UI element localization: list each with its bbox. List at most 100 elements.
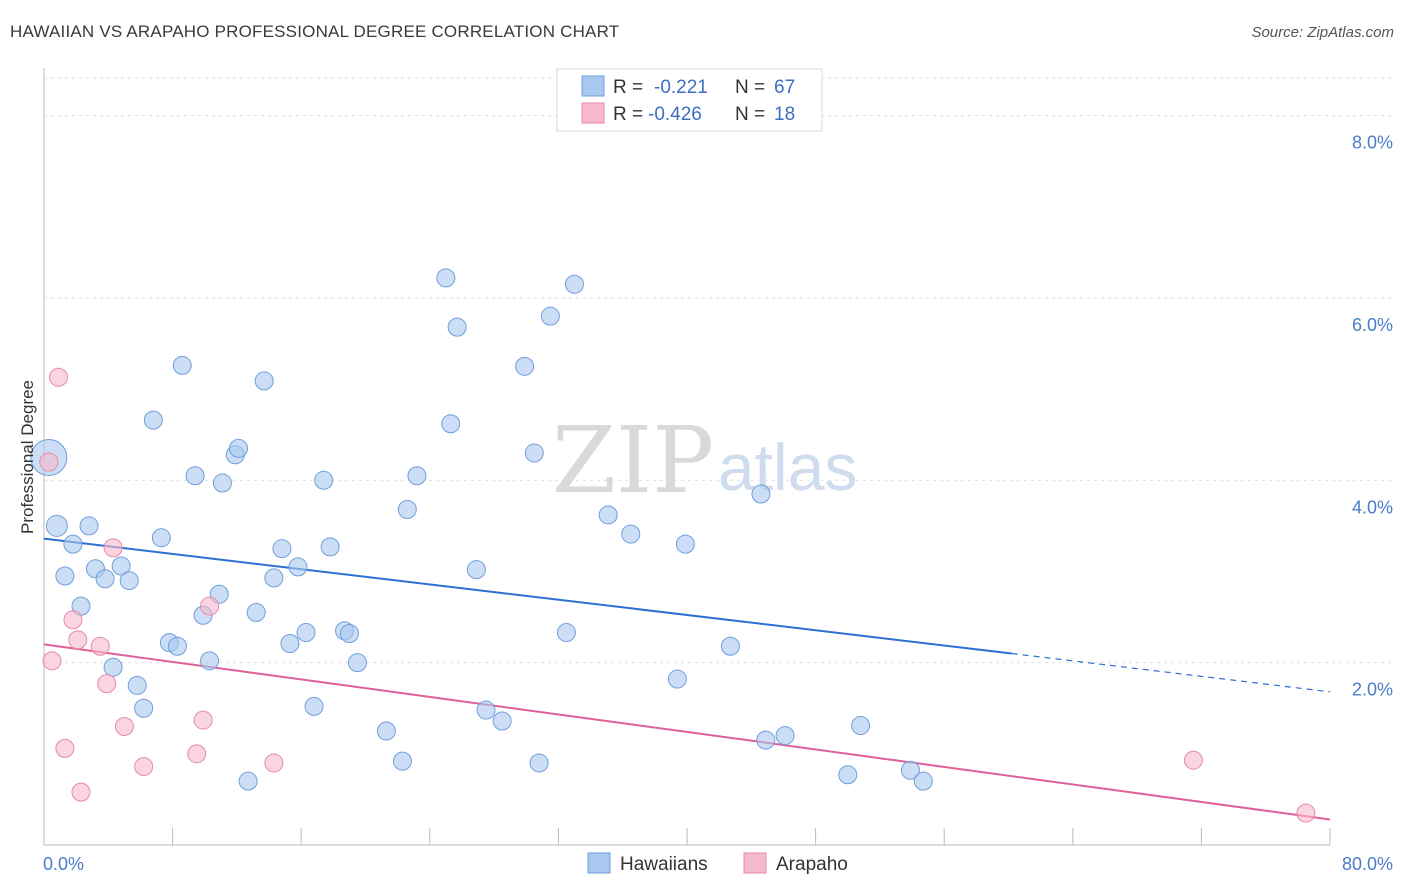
data-point-hawaiians [103,657,123,677]
data-point-hawaiians [264,568,284,588]
data-point-hawaiians [79,516,99,536]
bottom-legend-swatch-arapaho [743,852,767,874]
data-point-hawaiians [246,603,266,622]
data-point-hawaiians [254,371,274,391]
data-point-arapaho [55,738,75,758]
data-point-arapaho [193,710,213,730]
legend-n-value: 67 [774,77,795,98]
y-axis-title: Professional Degree [18,380,37,534]
legend-r-value: -0.426 [648,104,702,125]
data-point-hawaiians [397,499,417,519]
data-point-hawaiians [556,623,576,643]
data-point-hawaiians [296,623,316,643]
data-point-hawaiians [476,700,496,720]
data-point-hawaiians [524,443,544,463]
data-point-hawaiians [314,470,334,490]
legend-n-label: N = [735,104,765,125]
y-tick-label: 6.0% [1352,315,1393,335]
data-point-hawaiians [466,560,486,580]
data-point-arapaho [48,367,68,387]
legend-n-label: N = [735,77,765,98]
data-point-hawaiians [540,306,560,326]
data-point-arapaho [187,744,207,764]
trend-lines [43,537,1331,821]
data-point-hawaiians [529,753,549,773]
data-point-hawaiians [598,505,618,525]
watermark-zip: ZIP [552,407,714,514]
data-point-arapaho [1296,803,1316,823]
tick-labels: 2.0% 4.0% 6.0% 8.0% 0.0% 80.0% [43,133,1393,874]
data-point-hawaiians [172,355,192,375]
y-tick-label: 4.0% [1352,497,1393,517]
legend-r-label: R = [613,104,643,125]
bottom-legend-label-arapaho: Arapaho [776,854,848,875]
data-point-hawaiians [200,651,220,671]
data-point-hawaiians [667,669,687,689]
data-point-hawaiians [564,274,584,294]
chart-title: HAWAIIAN VS ARAPAHO PROFESSIONAL DEGREE … [10,22,620,41]
grid-lines [44,77,1392,664]
data-point-arapaho [114,716,134,736]
legend-box: R = -0.221 N = 67 R = -0.426 N = 18 [556,68,823,132]
data-point-hawaiians [63,534,83,554]
data-point-arapaho [103,538,123,558]
data-point-hawaiians [720,636,740,656]
data-point-arapaho [71,782,91,802]
source-credit: Source: ZipAtlas.com [1251,24,1394,41]
x-tick-label-max: 80.0% [1342,854,1393,874]
data-point-hawaiians [675,534,695,554]
data-point-hawaiians [320,537,340,557]
trend-line-arapaho [43,643,1331,821]
data-point-hawaiians [756,730,776,750]
data-point-hawaiians [347,653,367,673]
legend-r-label: R = [613,77,643,98]
data-point-hawaiians [134,698,154,718]
data-point-hawaiians [55,566,75,586]
data-point-arapaho [97,674,117,694]
data-point-hawaiians [441,414,461,434]
data-point-hawaiians [304,696,324,716]
data-point-hawaiians [288,557,308,577]
trend-line-extension-hawaiians [1011,652,1331,693]
legend-swatch-arapaho [581,102,605,124]
data-point-hawaiians [775,726,795,746]
data-point-hawaiians [238,771,258,791]
data-point-hawaiians [127,675,147,695]
data-point-hawaiians [392,751,412,771]
data-point-hawaiians [45,514,68,537]
data-point-hawaiians [272,539,292,559]
legend-swatch-hawaiians [581,75,605,97]
data-points [30,268,1316,823]
trend-line-hawaiians [43,537,1012,655]
data-point-arapaho [90,636,110,656]
watermark-atlas: atlas [718,430,857,504]
data-point-hawaiians [185,466,205,486]
data-point-hawaiians [900,760,920,780]
legend-r-value: -0.221 [654,77,708,98]
legend-n-value: 18 [774,104,795,125]
data-point-arapaho [264,753,284,773]
data-point-hawaiians [143,410,163,430]
data-point-hawaiians [515,356,535,376]
y-tick-label: 8.0% [1352,133,1393,153]
y-tick-label: 2.0% [1352,680,1393,700]
axes [43,68,1331,846]
bottom-legend: Hawaiians Arapaho [587,852,848,875]
data-point-hawaiians [229,438,249,458]
data-point-hawaiians [751,484,771,504]
data-point-arapaho [39,452,59,472]
data-point-arapaho [68,630,88,650]
data-point-hawaiians [212,473,232,493]
data-point-arapaho [200,596,220,616]
data-point-hawaiians [111,556,131,576]
bottom-legend-swatch-hawaiians [587,852,611,874]
data-point-arapaho [134,757,154,777]
data-point-hawaiians [447,317,467,337]
data-point-hawaiians [407,466,427,486]
data-point-hawaiians [436,268,456,288]
data-point-arapaho [63,610,83,630]
data-point-hawaiians [167,636,187,656]
data-point-hawaiians [151,528,171,548]
data-point-hawaiians [119,571,139,591]
